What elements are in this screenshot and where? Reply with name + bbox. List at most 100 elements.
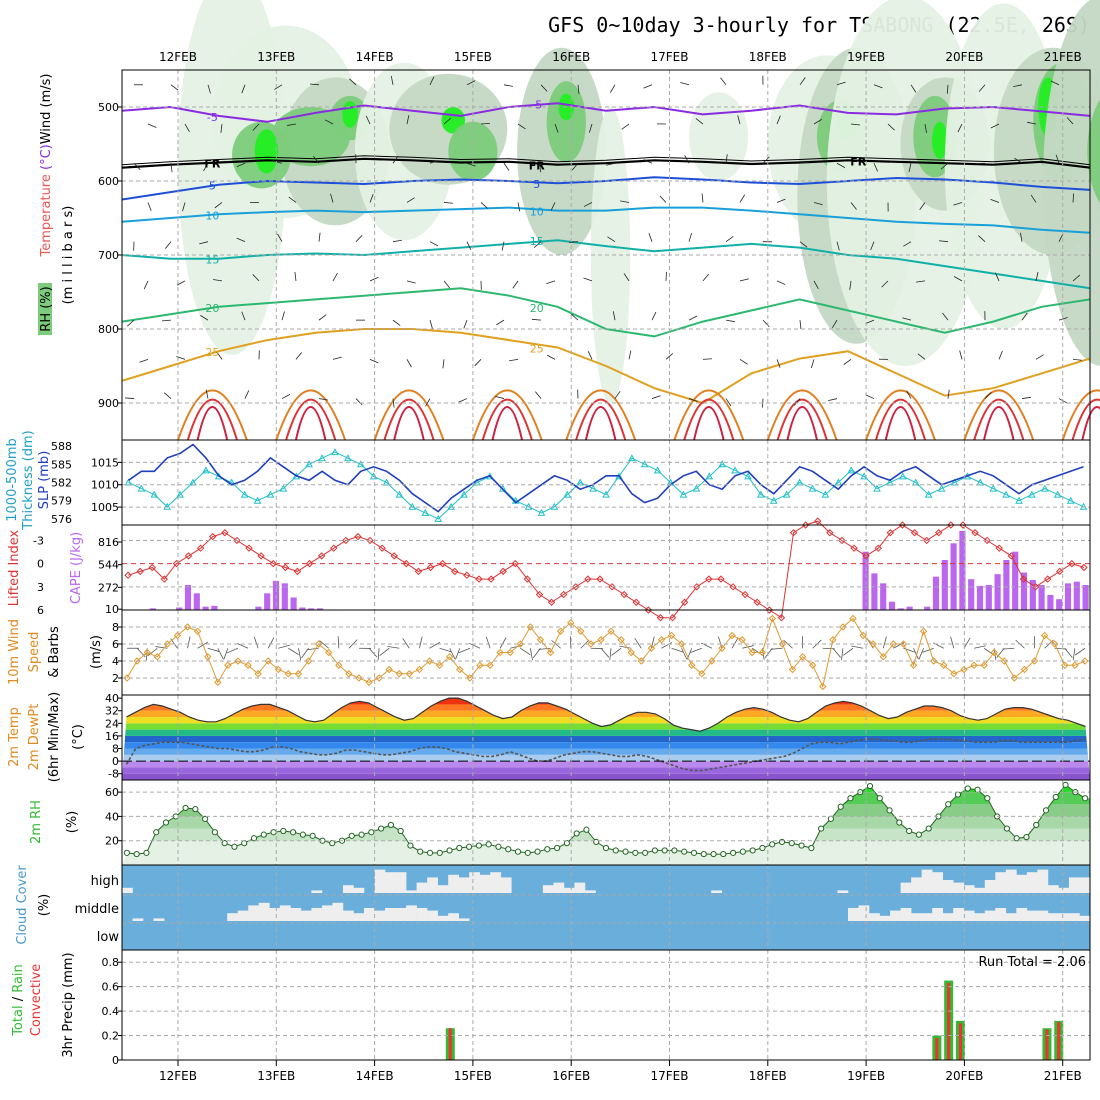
cloud-cell — [858, 905, 870, 921]
rh-axis-tick-label: 40 — [105, 810, 119, 823]
lifted-index-marker — [1080, 563, 1088, 572]
lifted-index-marker — [705, 575, 713, 583]
bottom-date-label: 16FEB — [552, 1069, 590, 1083]
wind-barb — [143, 280, 149, 290]
wind-speed-marker — [1040, 631, 1049, 640]
lifted-index-marker — [898, 521, 907, 529]
cloud-cell — [584, 890, 596, 893]
wind-barb — [850, 202, 857, 210]
wind-speed-marker — [788, 665, 797, 674]
temp-axis-tick-label: 40 — [105, 692, 119, 705]
warm-arc — [983, 406, 1015, 441]
rh-marker — [544, 846, 551, 853]
cloud-cell — [1068, 877, 1080, 893]
pressure-axis-tick-label: 600 — [98, 175, 119, 188]
precip-axis-tick-label: 0.6 — [102, 981, 120, 994]
cloud-cell — [248, 905, 260, 921]
wind-barb — [1021, 312, 1028, 321]
cloud-cell — [953, 882, 965, 893]
wind-speed-marker — [909, 661, 918, 669]
slp-axis-tick-label: 1015 — [91, 456, 119, 469]
wind-barb — [959, 350, 963, 360]
wind-barb — [274, 84, 283, 90]
wind-speed-marker — [637, 657, 645, 665]
rh-marker — [778, 838, 786, 846]
warm-arc — [874, 398, 927, 441]
surface-wind-barb — [485, 636, 491, 649]
wind-barb — [241, 311, 246, 321]
thickness-marker — [769, 496, 778, 504]
wind-speed-marker — [819, 682, 827, 691]
rh-marker — [896, 819, 903, 826]
thickness-tick-label: 576 — [51, 513, 72, 526]
wind-barb — [799, 77, 806, 86]
wind10m-panel-background — [122, 610, 1090, 695]
top-date-label: 18FEB — [749, 50, 787, 64]
wind-speed-marker — [506, 648, 514, 657]
cloud-cell — [1005, 869, 1017, 893]
rh-marker — [642, 849, 649, 856]
wind-barb — [906, 390, 912, 399]
thickness-marker — [795, 478, 804, 486]
wind-barb — [1055, 154, 1060, 164]
top-date-label: 19FEB — [847, 50, 885, 64]
lifted-index-marker — [862, 552, 870, 560]
thickness-marker — [744, 472, 752, 480]
precip-panel-frame — [121, 949, 1091, 1061]
cape-bar — [255, 606, 262, 610]
wind-barb — [776, 359, 781, 368]
lifted-index-marker — [511, 559, 519, 568]
cape-bar — [1064, 583, 1072, 610]
lifted-index-tick-label: -3 — [33, 534, 44, 547]
wind-barb — [429, 76, 435, 85]
thickness-marker — [240, 490, 249, 498]
precip-axis-tick-label: 0 — [112, 1054, 119, 1067]
wind-speed-marker — [466, 674, 474, 682]
pressure-ylabel-part-0: (m i l l i b a r s) — [61, 206, 76, 305]
lifted-index-marker — [644, 606, 653, 614]
wind-speed-marker — [708, 657, 716, 665]
rh-marker — [866, 782, 874, 790]
rh-marker — [876, 795, 883, 802]
wind-speed-marker — [314, 640, 323, 648]
wind-barb — [443, 202, 454, 204]
wind-speed-marker — [1010, 674, 1019, 682]
wind-barb — [554, 123, 559, 133]
surface-wind-barb — [529, 648, 533, 661]
wind-speed-marker — [365, 678, 373, 686]
warm-arc — [1061, 389, 1100, 441]
cloud-cell — [848, 908, 859, 921]
cape-bar — [1020, 572, 1028, 610]
rh-marker — [153, 829, 160, 836]
surface-wind-barb — [306, 647, 319, 651]
isotherm-0 — [121, 157, 1091, 169]
isotherm-10 — [121, 206, 1091, 234]
rh-marker — [739, 848, 746, 855]
lifted-index-marker — [1031, 583, 1040, 591]
wind-barb — [702, 358, 713, 360]
cape-bar — [862, 551, 869, 610]
cape-bar — [959, 530, 966, 610]
wind-barb — [659, 195, 667, 203]
cloud-cell — [132, 918, 144, 921]
warm-arc — [285, 398, 337, 441]
wind-barb — [684, 155, 690, 164]
run-total-label: Run Total = 2.06 — [978, 955, 1086, 970]
lifted-index-marker — [789, 529, 798, 537]
cloud-cell — [995, 872, 1007, 893]
bottom-date-label: 12FEB — [159, 1069, 197, 1083]
wind-speed-marker — [899, 640, 908, 648]
wind-barb — [458, 398, 468, 403]
rh-marker — [211, 829, 218, 836]
wind-barb — [568, 241, 579, 243]
wind-barb — [392, 239, 402, 243]
lifted-index-marker — [935, 529, 943, 537]
surface-wind-barb — [298, 648, 302, 661]
thickness-marker — [782, 490, 791, 498]
wind-speed-marker — [849, 614, 857, 623]
rh-marker — [182, 804, 189, 812]
temp-band — [122, 748, 1090, 755]
lifted-index-marker — [184, 552, 193, 560]
surface-wind-barb — [731, 637, 739, 649]
cloud-cell — [437, 915, 449, 921]
